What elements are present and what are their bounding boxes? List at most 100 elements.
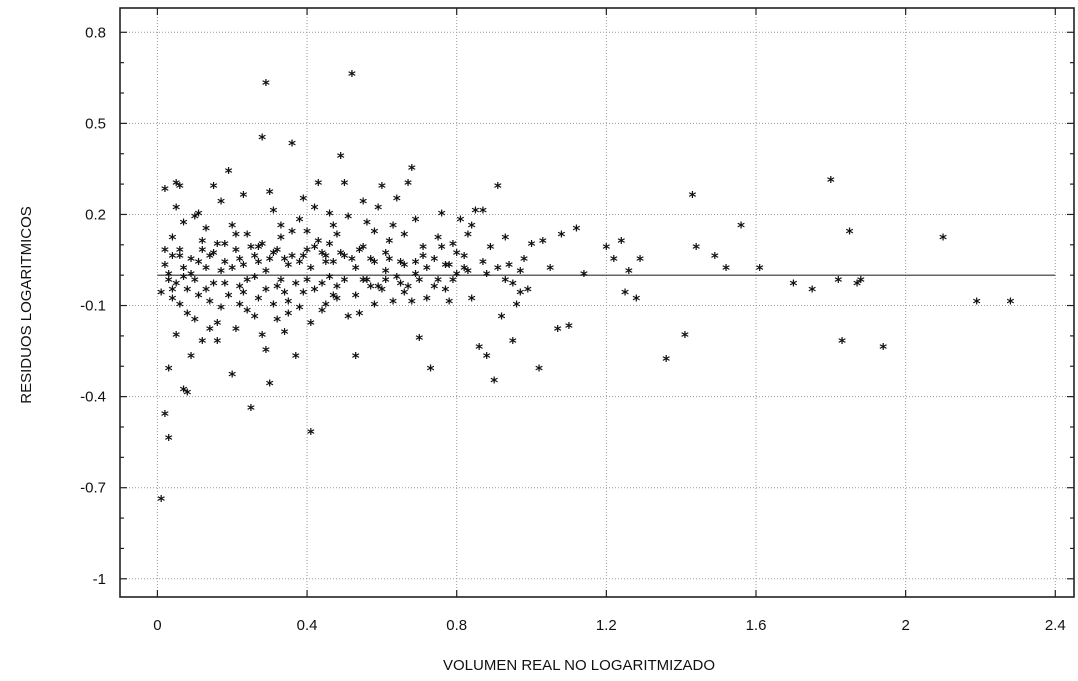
x-tick-label: 0.4: [297, 617, 318, 634]
data-point: *: [281, 325, 289, 343]
x-tick-label: 2: [901, 617, 909, 634]
data-point: *: [681, 328, 689, 346]
data-point: *: [292, 276, 300, 294]
data-point: *: [157, 285, 165, 303]
data-point: *: [247, 240, 255, 258]
data-point: *: [546, 261, 554, 279]
data-point: *: [834, 273, 842, 291]
data-point: *: [453, 267, 461, 285]
data-point: *: [195, 255, 203, 273]
data-point: *: [333, 279, 341, 297]
data-point: *: [333, 228, 341, 246]
plot-frame: [119, 7, 1075, 598]
data-point: *: [539, 234, 547, 252]
data-point: *: [344, 310, 352, 328]
data-point: *: [326, 270, 334, 288]
data-point: *: [445, 295, 453, 313]
data-point: *: [382, 264, 390, 282]
data-point: *: [359, 273, 367, 291]
data-point: *: [311, 200, 319, 218]
data-point: *: [191, 313, 199, 331]
data-point: *: [251, 270, 259, 288]
data-point: *: [262, 282, 270, 300]
data-point: *: [240, 188, 248, 206]
data-point: *: [176, 249, 184, 267]
grid-layer: [120, 8, 1074, 597]
data-point: *: [352, 349, 360, 367]
data-point: *: [236, 252, 244, 270]
data-point: *: [400, 258, 408, 276]
data-point: *: [479, 203, 487, 221]
data-point: *: [243, 273, 251, 291]
data-point: *: [254, 291, 262, 309]
data-point: *: [382, 246, 390, 264]
data-point: *: [311, 240, 319, 258]
data-point: *: [299, 191, 307, 209]
data-point: *: [475, 340, 483, 358]
data-point: *: [284, 295, 292, 313]
data-point: *: [288, 137, 296, 155]
data-point: *: [240, 285, 248, 303]
y-tick-label: -1: [93, 571, 106, 588]
data-point: *: [374, 279, 382, 297]
data-point: *: [213, 237, 221, 255]
data-point: *: [838, 334, 846, 352]
data-point: *: [501, 273, 509, 291]
data-point: *: [400, 285, 408, 303]
data-point: *: [617, 234, 625, 252]
data-point: *: [213, 334, 221, 352]
data-point: *: [341, 176, 349, 194]
data-point: *: [187, 349, 195, 367]
data-point: *: [183, 386, 191, 404]
data-point: *: [352, 261, 360, 279]
data-point: *: [206, 295, 214, 313]
data-point: *: [228, 261, 236, 279]
data-point: *: [621, 285, 629, 303]
data-point: *: [501, 231, 509, 249]
data-point: *: [307, 261, 315, 279]
data-point: *: [434, 231, 442, 249]
data-point: *: [191, 209, 199, 227]
data-point: *: [303, 243, 311, 261]
data-point: *: [277, 273, 285, 291]
data-point: *: [554, 322, 562, 340]
data-point: *: [176, 298, 184, 316]
data-point: *: [277, 219, 285, 237]
data-point: *: [273, 243, 281, 261]
data-point: *: [367, 252, 375, 270]
data-point: *: [535, 361, 543, 379]
data-point: *: [187, 252, 195, 270]
data-point: *: [722, 261, 730, 279]
data-point: *: [210, 276, 218, 294]
data-point: *: [314, 176, 322, 194]
data-point: *: [262, 76, 270, 94]
data-point: *: [382, 273, 390, 291]
data-point: *: [558, 228, 566, 246]
data-point: *: [168, 231, 176, 249]
data-point: *: [202, 282, 210, 300]
data-point: *: [370, 298, 378, 316]
data-point: *: [853, 276, 861, 294]
data-point: *: [352, 288, 360, 306]
data-point: *: [490, 373, 498, 391]
data-point: *: [296, 213, 304, 231]
data-point: *: [412, 213, 420, 231]
data-point: *: [172, 176, 180, 194]
data-point: *: [385, 234, 393, 252]
data-point: *: [232, 228, 240, 246]
data-point: *: [509, 276, 517, 294]
data-point: *: [195, 206, 203, 224]
data-point: *: [348, 67, 356, 85]
data-point: *: [453, 246, 461, 264]
data-point: *: [378, 179, 386, 197]
y-tick-labels: 0.8 0.5 0.2 -0.1 -0.4 -0.7 -1: [80, 24, 106, 587]
data-point: *: [494, 261, 502, 279]
data-point: *: [393, 191, 401, 209]
data-point: *: [572, 222, 580, 240]
axis-ticks: [120, 8, 1074, 597]
data-point: *: [183, 282, 191, 300]
data-point: *: [243, 304, 251, 322]
data-point: *: [318, 276, 326, 294]
data-point: *: [183, 307, 191, 325]
data-point: *: [370, 255, 378, 273]
